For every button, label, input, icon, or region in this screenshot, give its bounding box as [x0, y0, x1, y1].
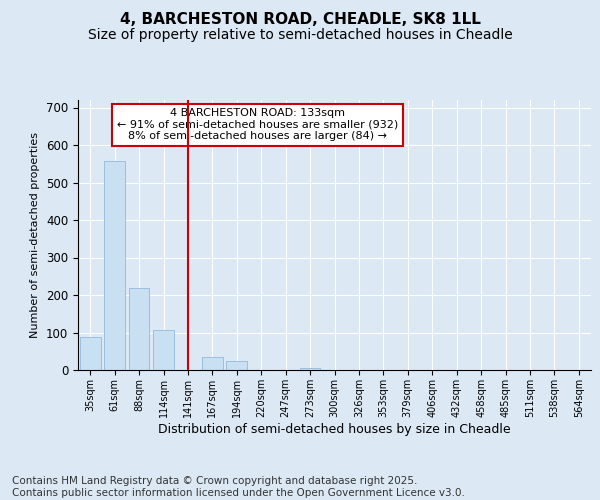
Bar: [104, 161, 125, 370]
Text: Contains HM Land Registry data © Crown copyright and database right 2025.
Contai: Contains HM Land Registry data © Crown c…: [12, 476, 465, 498]
Text: 4, BARCHESTON ROAD, CHEADLE, SK8 1LL: 4, BARCHESTON ROAD, CHEADLE, SK8 1LL: [119, 12, 481, 28]
Text: 4 BARCHESTON ROAD: 133sqm
← 91% of semi-detached houses are smaller (932)
8% of : 4 BARCHESTON ROAD: 133sqm ← 91% of semi-…: [117, 108, 398, 142]
Bar: [80, 337, 101, 370]
Bar: [202, 356, 223, 370]
X-axis label: Distribution of semi-detached houses by size in Cheadle: Distribution of semi-detached houses by …: [158, 422, 511, 436]
Bar: [128, 288, 149, 370]
Text: Size of property relative to semi-detached houses in Cheadle: Size of property relative to semi-detach…: [88, 28, 512, 42]
Bar: [226, 362, 247, 370]
Y-axis label: Number of semi-detached properties: Number of semi-detached properties: [31, 132, 40, 338]
Bar: [153, 330, 174, 370]
Bar: [299, 368, 320, 370]
